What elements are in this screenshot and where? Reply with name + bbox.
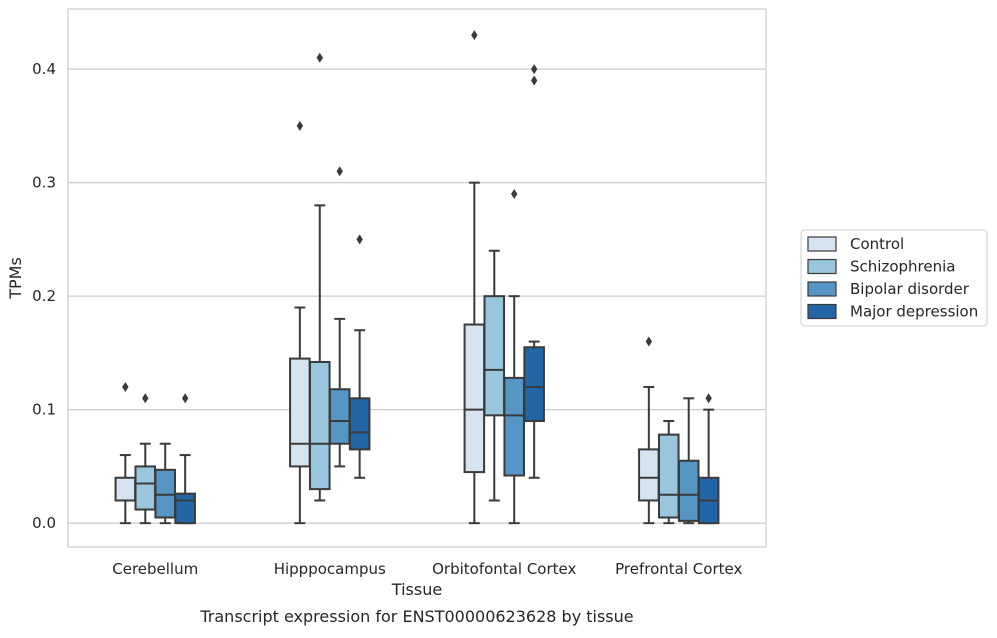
outlier-point [705, 393, 712, 404]
outlier-point [316, 52, 323, 63]
outlier-point [356, 234, 363, 245]
box-iqr [677, 459, 700, 522]
box-iqr [523, 346, 545, 423]
outlier-point [122, 381, 129, 392]
box-iqr [638, 448, 660, 502]
legend-item: Schizophrenia [807, 258, 955, 276]
outlier-point [296, 120, 304, 131]
box-iqr [328, 388, 351, 445]
outlier-point [471, 30, 478, 41]
outlier-point [530, 75, 538, 86]
box-iqr [348, 397, 371, 451]
box-major-depression [174, 393, 196, 525]
legend-label: Bipolar disorder [850, 280, 970, 298]
legend-label: Major depression [850, 303, 978, 321]
legend-item: Bipolar disorder [807, 280, 970, 298]
box-iqr [134, 465, 157, 511]
box-iqr [174, 492, 196, 525]
box-iqr [309, 360, 331, 491]
y-axis-label: TPMs [6, 257, 25, 300]
box-major-depression [523, 64, 545, 479]
boxes-layer [114, 30, 720, 525]
legend-label: Schizophrenia [850, 258, 955, 276]
outlier-point [336, 166, 343, 177]
legend-item: Control [807, 235, 904, 253]
box-bipolar-disorder [503, 189, 525, 525]
box-control [114, 381, 137, 525]
box-iqr [483, 295, 506, 417]
x-tick-label: Orbitofontal Cortex [432, 560, 576, 578]
box-iqr [503, 376, 525, 477]
y-tick-label: 0.3 [32, 174, 56, 192]
box-iqr [289, 357, 311, 468]
box-major-depression [348, 234, 371, 479]
legend-swatch [807, 281, 837, 297]
y-tick-label: 0.1 [32, 401, 56, 419]
legend-swatch [807, 258, 837, 275]
box-control [463, 30, 486, 525]
y-tick-label: 0.2 [32, 287, 56, 305]
outlier-point [530, 64, 538, 75]
legend-swatch [807, 236, 837, 252]
box-bipolar-disorder [154, 442, 176, 525]
box-control [638, 336, 660, 525]
box-schizophrenia [134, 393, 157, 525]
box-schizophrenia [658, 420, 680, 525]
y-tick-label: 0.4 [32, 60, 56, 78]
outlier-point [645, 336, 653, 347]
x-tick-labels: Cerebellum Hipppocampus Orbitofontal Corte… [112, 560, 742, 578]
legend-label: Control [850, 235, 904, 253]
box-iqr [154, 468, 176, 519]
legend: Control Schizophrenia Bipolar disorder Majo… [800, 229, 988, 327]
x-tick-label: Hipppocampus [274, 560, 386, 578]
box-iqr [463, 323, 486, 474]
x-tick-label: Prefrontal Cortex [615, 560, 742, 578]
box-major-depression [697, 393, 720, 525]
x-tick-label: Cerebellum [112, 560, 198, 578]
legend-frame [800, 229, 988, 327]
y-tick-labels: 0.0 0.1 0.2 0.3 0.4 [32, 60, 56, 532]
box-iqr [658, 433, 680, 519]
outlier-point [511, 189, 518, 200]
box-iqr [114, 476, 137, 502]
box-schizophrenia [483, 249, 506, 502]
legend-item: Major depression [807, 303, 978, 321]
chart-caption: Transcript expression for ENST0000062362… [199, 607, 633, 626]
box-bipolar-disorder [328, 166, 351, 468]
outlier-point [181, 393, 189, 404]
y-tick-label: 0.0 [32, 514, 56, 532]
plot-frame [67, 8, 767, 548]
x-axis-label: Tissue [391, 580, 442, 599]
box-schizophrenia [309, 52, 331, 502]
outlier-point [142, 393, 149, 404]
box-bipolar-disorder [677, 397, 700, 525]
legend-swatch [807, 303, 837, 320]
box-control [289, 120, 311, 525]
